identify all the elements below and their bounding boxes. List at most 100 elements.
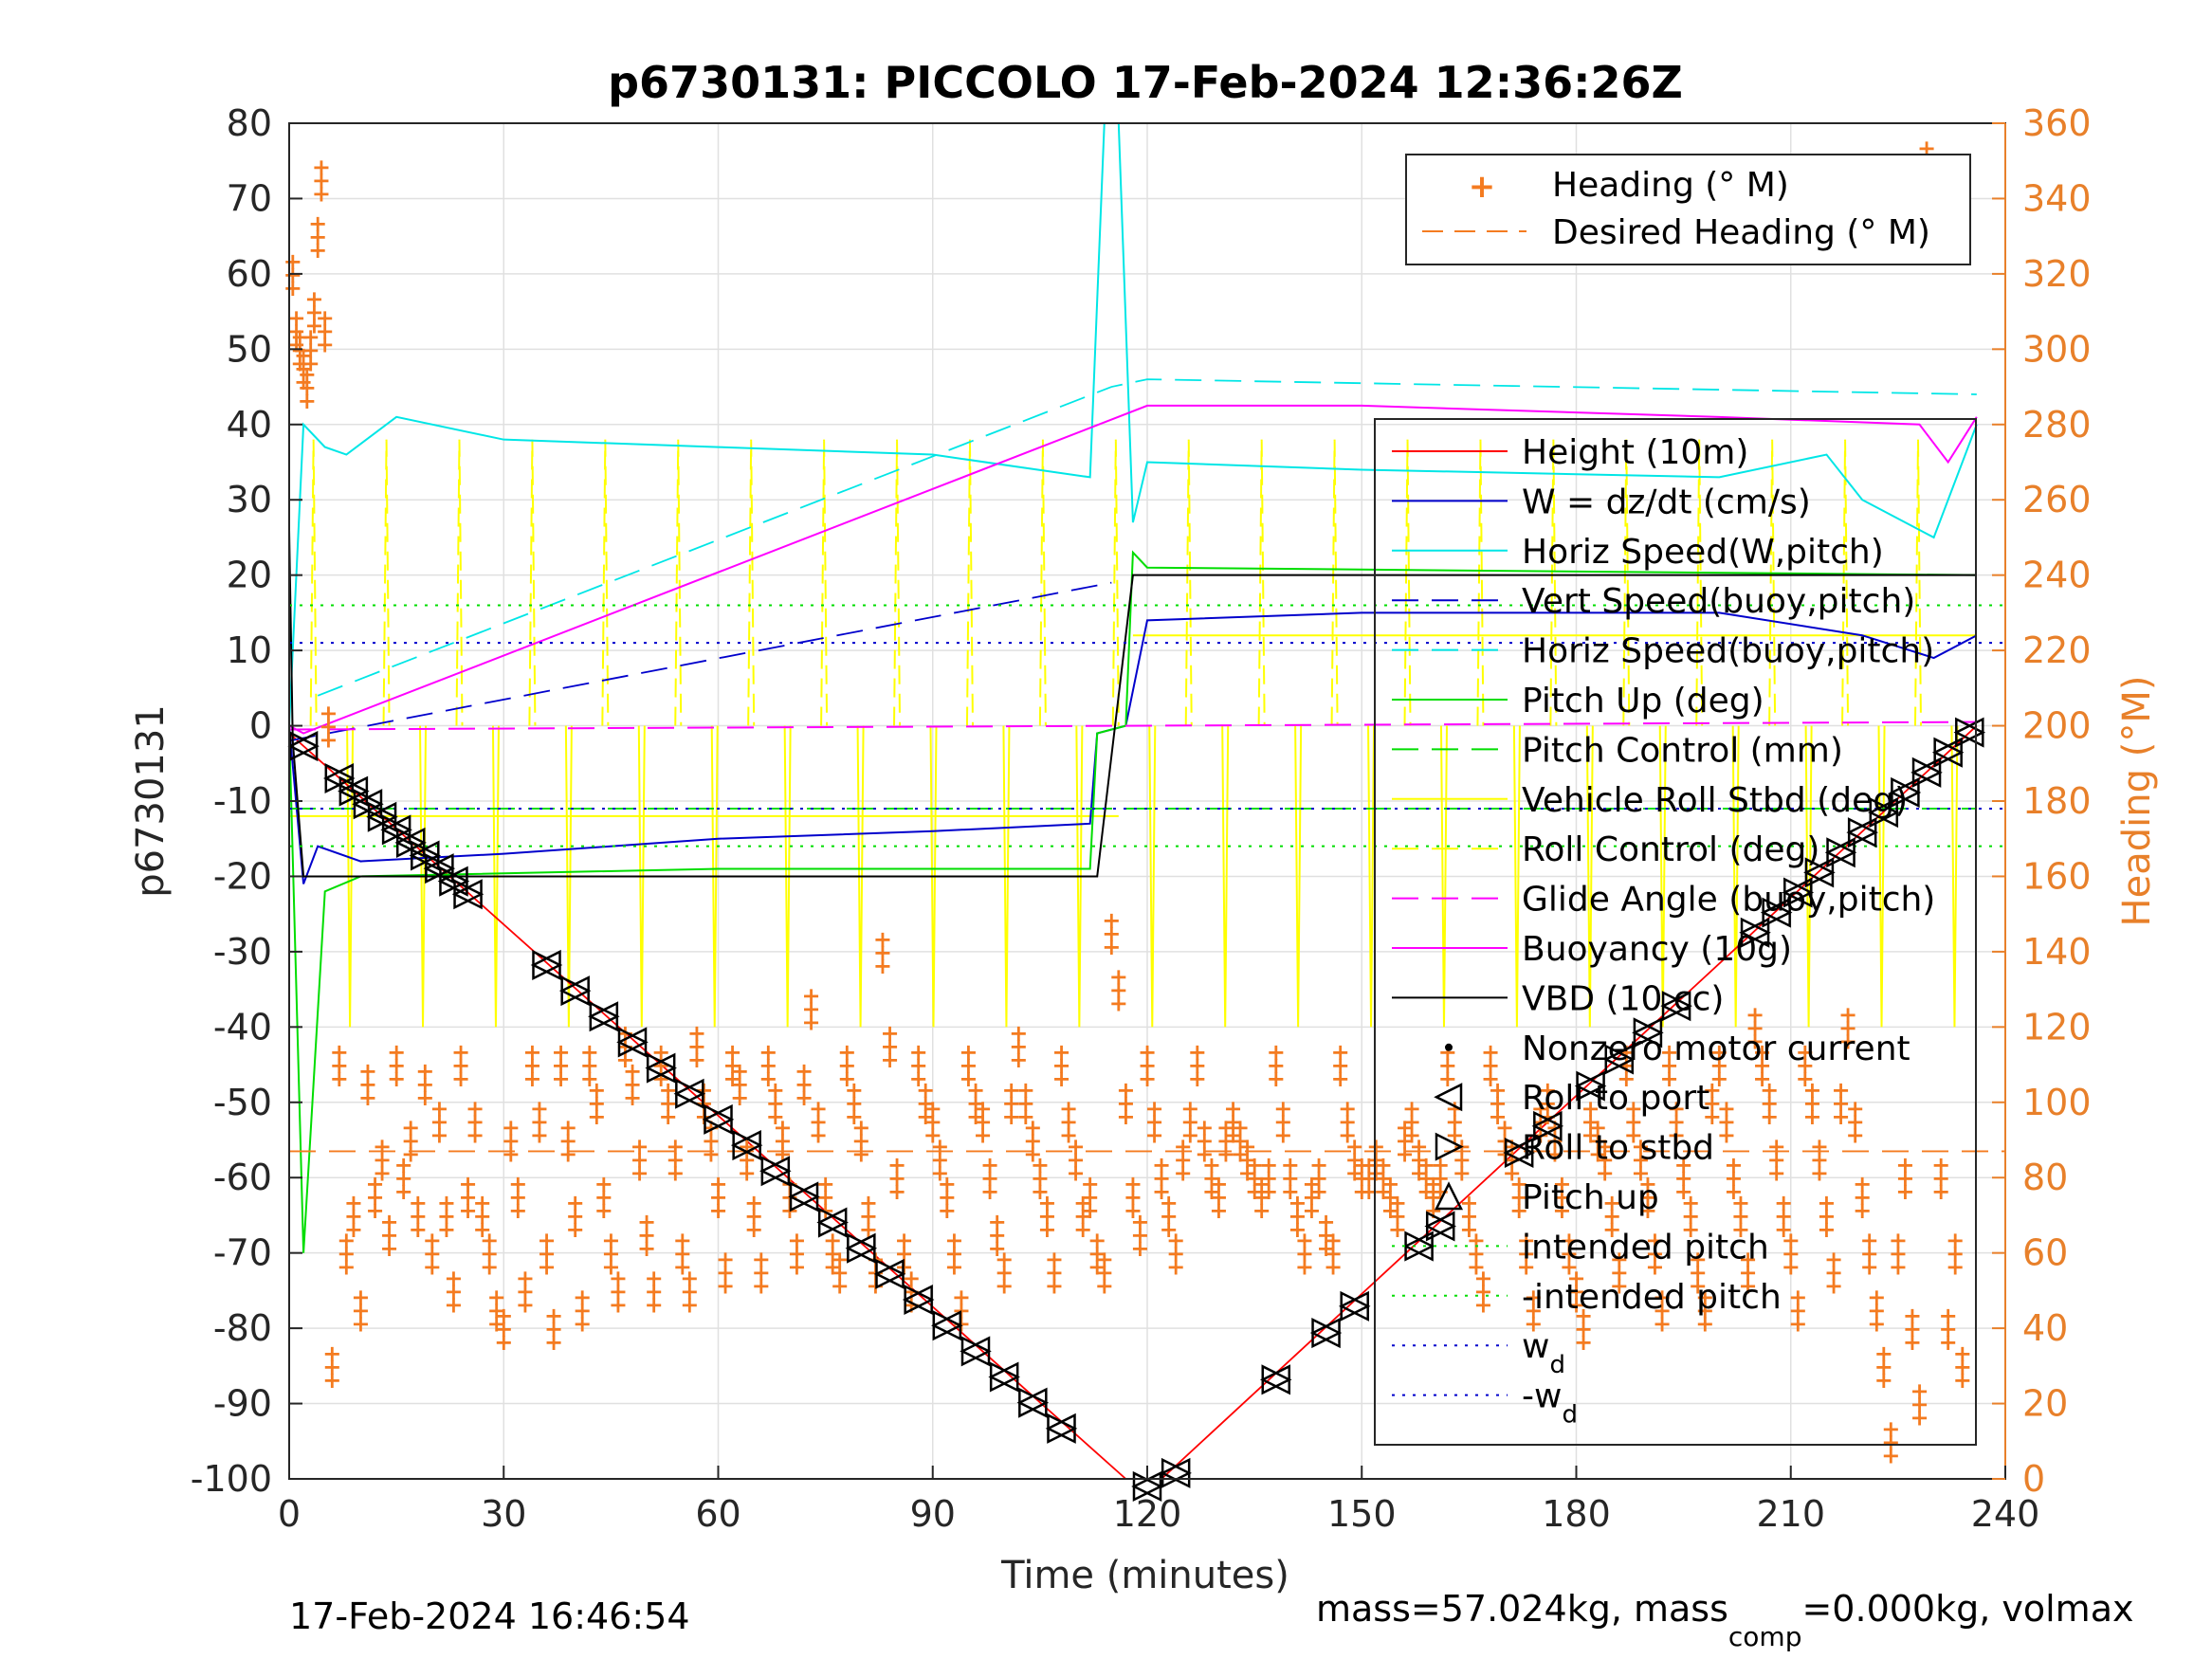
roll-spike xyxy=(1403,439,1412,726)
heading-point: + xyxy=(1174,1159,1193,1186)
heading-point: + xyxy=(580,1066,599,1092)
roll-spike xyxy=(1111,439,1120,726)
legend-label: Roll Control (deg) xyxy=(1522,830,1819,869)
y-left-tick-label: -30 xyxy=(213,931,272,973)
heading-point: + xyxy=(1645,1241,1664,1267)
heading-point: + xyxy=(645,1265,664,1291)
heading-point: + xyxy=(430,1109,448,1136)
heading-point: + xyxy=(587,1103,606,1130)
heading-point: + xyxy=(980,1165,999,1192)
roll-spike xyxy=(601,439,610,726)
roll-spike xyxy=(856,725,865,1028)
heading-point: + xyxy=(1166,1254,1185,1281)
heading-point: + xyxy=(1602,1203,1621,1230)
main-legend: Height (10m) W = dz/dt (cm/s) Horiz Speed(… xyxy=(1374,418,1977,1446)
roll-to-stbd-marker xyxy=(1018,1387,1050,1418)
heading-point: + xyxy=(1473,1278,1492,1304)
heading-point: + xyxy=(1352,1165,1371,1192)
heading-point: + xyxy=(1560,1254,1579,1281)
heading-point: + xyxy=(312,181,331,208)
roll-to-stbd-marker xyxy=(1955,717,1986,748)
heading-point: + xyxy=(1345,1146,1364,1173)
heading-point: + xyxy=(938,1171,957,1197)
heading-point: + xyxy=(1016,1077,1035,1103)
roll-spike xyxy=(1768,439,1777,726)
heading-point: + xyxy=(1566,1278,1585,1304)
heading-point: + xyxy=(1817,1203,1836,1230)
heading-point: + xyxy=(1703,1077,1722,1103)
y-right-tick-label: 360 xyxy=(2022,102,2092,144)
heading-point: + xyxy=(787,1228,806,1254)
heading-point: + xyxy=(930,1159,949,1186)
roll-to-stbd-marker xyxy=(847,1232,878,1264)
roll-spike xyxy=(1367,725,1376,1028)
heading-point: + xyxy=(1853,1184,1872,1211)
heading-point: + xyxy=(1209,1197,1228,1224)
heading-point: + xyxy=(516,1265,535,1291)
heading-point: + xyxy=(1002,1090,1021,1117)
heading-point: + xyxy=(680,1278,699,1304)
roll-to-stbd-marker xyxy=(1933,737,1965,768)
heading-point: + xyxy=(1316,1235,1335,1262)
heading-point: + xyxy=(1360,1178,1379,1205)
heading-point: + xyxy=(902,1265,921,1291)
heading-point: + xyxy=(319,727,338,754)
heading-point: + xyxy=(580,1052,599,1079)
heading-point: + xyxy=(473,1216,492,1243)
heading-point: + xyxy=(1731,1190,1750,1216)
heading-point: + xyxy=(1753,1052,1772,1079)
heading-point: + xyxy=(1338,1096,1357,1122)
heading-point: + xyxy=(1073,1203,1092,1230)
heading-point: + xyxy=(1824,1273,1843,1300)
heading-point: + xyxy=(1602,1190,1621,1216)
heading-point: + xyxy=(851,1141,870,1168)
heading-point: + xyxy=(1252,1197,1271,1224)
legend-label: VBD (10 cc) xyxy=(1522,979,1724,1018)
heading-point: + xyxy=(387,1052,406,1079)
heading-point: + xyxy=(1216,1115,1235,1141)
heading-point: + xyxy=(1895,1165,1914,1192)
heading-point: + xyxy=(630,1146,649,1173)
roll-to-stbd-marker xyxy=(960,1336,992,1367)
heading-point: + xyxy=(283,275,302,301)
heading-point: + xyxy=(304,300,323,326)
heading-point: + xyxy=(1517,1241,1536,1267)
roll-to-stbd-marker xyxy=(1340,1290,1371,1322)
heading-point: + xyxy=(1445,1096,1464,1122)
heading-point: + xyxy=(494,1303,513,1329)
heading-point: + xyxy=(1838,1014,1857,1041)
roll-spike xyxy=(1913,439,1923,726)
heading-point: + xyxy=(358,1071,377,1098)
heading-point: + xyxy=(930,1133,949,1159)
heading-point: + xyxy=(1853,1197,1872,1224)
heading-point: + xyxy=(1574,1303,1593,1329)
legend-label: Glide Angle (buoy,pitch) xyxy=(1522,881,1935,920)
heading-point: + xyxy=(730,1071,749,1098)
heading-point: + xyxy=(537,1254,556,1281)
heading-point: + xyxy=(601,1254,620,1281)
heading-point: + xyxy=(444,1278,463,1304)
heading-point: + xyxy=(959,1052,978,1079)
roll-spike xyxy=(637,725,646,1028)
heading-point: + xyxy=(795,1085,814,1111)
heading-point: + xyxy=(558,1141,577,1168)
heading-point: + xyxy=(1638,1184,1657,1211)
heading-point: + xyxy=(473,1190,492,1216)
heading-point: + xyxy=(809,1109,828,1136)
heading-point: + xyxy=(1581,1122,1600,1149)
heading-point: + xyxy=(1067,1159,1086,1186)
heading-point: + xyxy=(544,1316,563,1342)
heading-point: + xyxy=(373,1133,392,1159)
heading-point: + xyxy=(530,1096,549,1122)
heading-point: + xyxy=(1802,1103,1821,1130)
heading-point: + xyxy=(286,331,305,357)
heading-point: + xyxy=(1853,1171,1872,1197)
heading-point: + xyxy=(1717,1109,1736,1136)
heading-point: + xyxy=(1095,1247,1114,1273)
heading-point: + xyxy=(1453,1159,1472,1186)
y-right-tick-label: 100 xyxy=(2022,1082,2092,1123)
heading-point: + xyxy=(1288,1203,1307,1230)
roll-to-stbd-marker xyxy=(560,975,592,1007)
roll-series xyxy=(289,439,1977,1028)
